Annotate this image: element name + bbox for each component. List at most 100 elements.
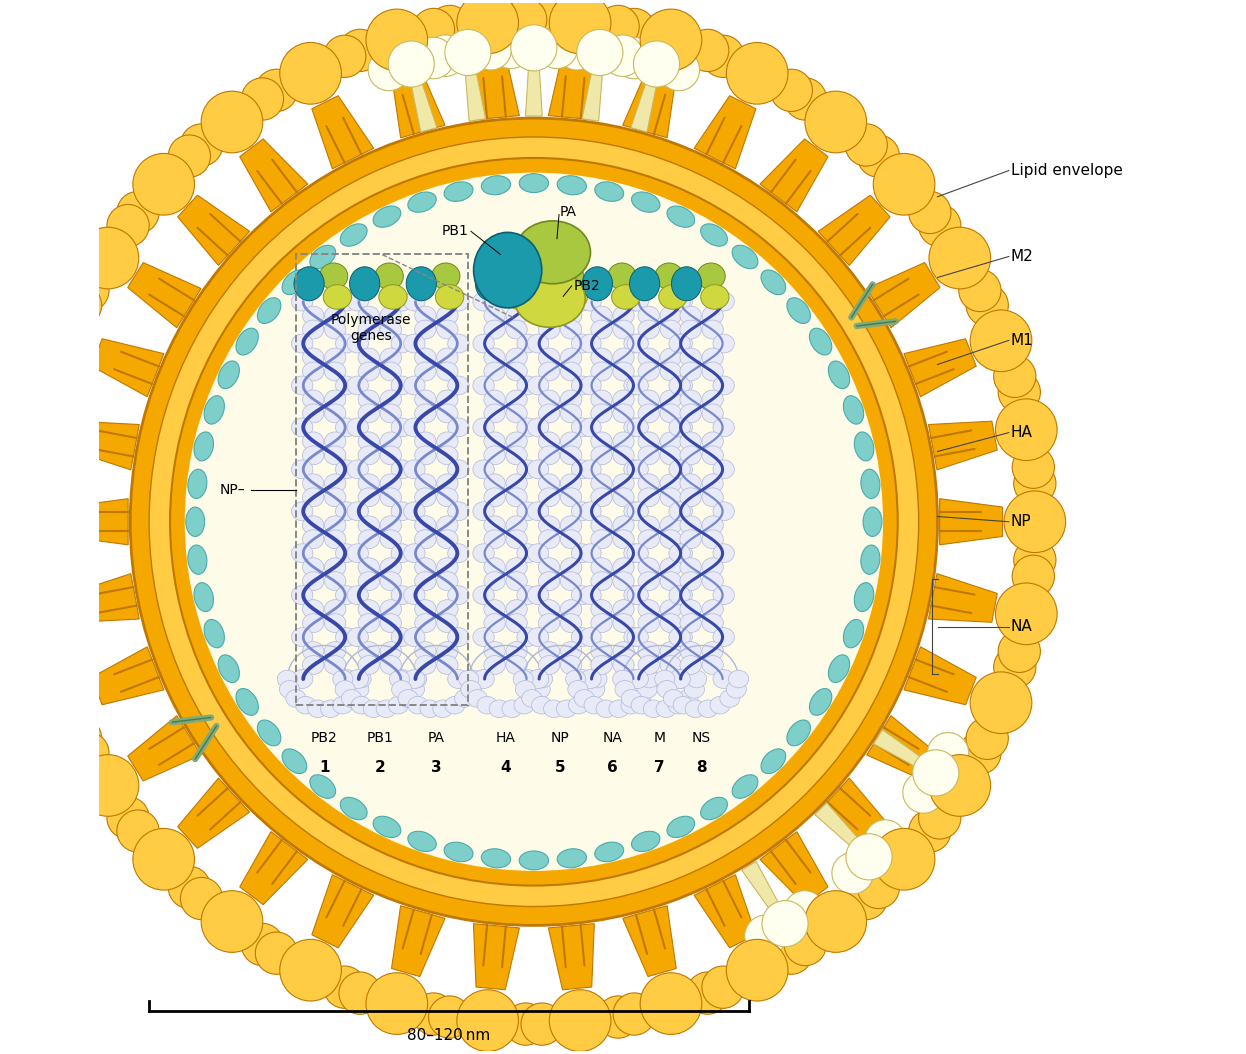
Ellipse shape bbox=[642, 11, 700, 70]
Ellipse shape bbox=[505, 285, 533, 309]
Ellipse shape bbox=[348, 376, 369, 395]
Ellipse shape bbox=[538, 571, 559, 590]
Ellipse shape bbox=[473, 627, 495, 646]
Ellipse shape bbox=[551, 991, 609, 1050]
Ellipse shape bbox=[188, 545, 207, 574]
Ellipse shape bbox=[613, 320, 634, 339]
Ellipse shape bbox=[561, 642, 582, 661]
Ellipse shape bbox=[680, 488, 701, 507]
Ellipse shape bbox=[698, 700, 718, 718]
Ellipse shape bbox=[669, 460, 690, 479]
Ellipse shape bbox=[596, 700, 617, 718]
Ellipse shape bbox=[720, 689, 740, 707]
Ellipse shape bbox=[517, 586, 538, 605]
Ellipse shape bbox=[473, 292, 495, 311]
Ellipse shape bbox=[506, 571, 527, 590]
Ellipse shape bbox=[303, 600, 324, 619]
Ellipse shape bbox=[473, 376, 495, 395]
Ellipse shape bbox=[579, 334, 601, 353]
Ellipse shape bbox=[415, 571, 436, 590]
Circle shape bbox=[184, 173, 883, 871]
Ellipse shape bbox=[350, 267, 380, 300]
Ellipse shape bbox=[107, 204, 150, 247]
Ellipse shape bbox=[473, 544, 495, 563]
Ellipse shape bbox=[597, 5, 639, 47]
Ellipse shape bbox=[186, 507, 204, 536]
Ellipse shape bbox=[436, 446, 459, 465]
Ellipse shape bbox=[204, 395, 224, 424]
Ellipse shape bbox=[303, 362, 324, 380]
Ellipse shape bbox=[324, 515, 346, 534]
Ellipse shape bbox=[258, 297, 280, 324]
Ellipse shape bbox=[358, 390, 380, 409]
Ellipse shape bbox=[397, 689, 419, 707]
Ellipse shape bbox=[335, 669, 356, 688]
Ellipse shape bbox=[380, 404, 401, 423]
Ellipse shape bbox=[335, 334, 356, 353]
Ellipse shape bbox=[784, 891, 825, 932]
Text: 6: 6 bbox=[607, 760, 618, 775]
Ellipse shape bbox=[805, 91, 867, 153]
Ellipse shape bbox=[477, 697, 497, 714]
Ellipse shape bbox=[235, 328, 258, 355]
Bar bbox=[295, 254, 467, 705]
Ellipse shape bbox=[282, 941, 340, 999]
Ellipse shape bbox=[340, 797, 368, 820]
Ellipse shape bbox=[844, 620, 863, 648]
Ellipse shape bbox=[483, 362, 506, 380]
Ellipse shape bbox=[638, 530, 659, 549]
Ellipse shape bbox=[687, 670, 706, 688]
Ellipse shape bbox=[11, 583, 72, 645]
Ellipse shape bbox=[303, 530, 324, 549]
Polygon shape bbox=[91, 647, 164, 705]
Ellipse shape bbox=[1012, 446, 1054, 488]
Ellipse shape bbox=[333, 670, 353, 688]
Ellipse shape bbox=[591, 432, 612, 451]
Ellipse shape bbox=[351, 697, 371, 714]
Ellipse shape bbox=[511, 25, 557, 71]
Ellipse shape bbox=[527, 460, 548, 479]
Ellipse shape bbox=[627, 502, 648, 521]
Ellipse shape bbox=[669, 627, 690, 646]
Ellipse shape bbox=[713, 334, 734, 353]
Ellipse shape bbox=[380, 306, 401, 325]
Ellipse shape bbox=[517, 334, 538, 353]
Ellipse shape bbox=[483, 474, 506, 493]
Ellipse shape bbox=[639, 670, 659, 688]
Ellipse shape bbox=[11, 463, 54, 505]
Ellipse shape bbox=[339, 30, 381, 72]
Ellipse shape bbox=[255, 932, 298, 974]
Ellipse shape bbox=[538, 642, 559, 661]
Ellipse shape bbox=[640, 973, 701, 1034]
Polygon shape bbox=[91, 338, 164, 396]
Ellipse shape bbox=[844, 395, 863, 424]
Ellipse shape bbox=[14, 446, 56, 488]
Ellipse shape bbox=[444, 842, 473, 862]
Ellipse shape bbox=[292, 586, 313, 605]
Ellipse shape bbox=[358, 446, 380, 465]
Ellipse shape bbox=[579, 627, 601, 646]
Ellipse shape bbox=[483, 571, 506, 590]
Ellipse shape bbox=[660, 558, 682, 577]
Ellipse shape bbox=[366, 973, 427, 1034]
Ellipse shape bbox=[483, 515, 506, 534]
Text: NP: NP bbox=[551, 731, 569, 745]
Ellipse shape bbox=[701, 390, 724, 409]
Ellipse shape bbox=[701, 348, 724, 367]
Ellipse shape bbox=[669, 376, 690, 395]
Ellipse shape bbox=[340, 223, 368, 247]
Ellipse shape bbox=[591, 642, 612, 661]
Ellipse shape bbox=[135, 829, 193, 889]
Ellipse shape bbox=[435, 285, 464, 309]
Ellipse shape bbox=[483, 404, 506, 423]
Ellipse shape bbox=[680, 362, 701, 380]
Ellipse shape bbox=[561, 558, 582, 577]
Ellipse shape bbox=[432, 700, 452, 718]
Ellipse shape bbox=[335, 418, 356, 436]
Ellipse shape bbox=[657, 681, 677, 698]
Ellipse shape bbox=[572, 292, 593, 311]
Ellipse shape bbox=[391, 669, 412, 688]
Ellipse shape bbox=[591, 348, 612, 367]
Ellipse shape bbox=[405, 681, 425, 698]
Text: M1: M1 bbox=[1011, 333, 1034, 348]
